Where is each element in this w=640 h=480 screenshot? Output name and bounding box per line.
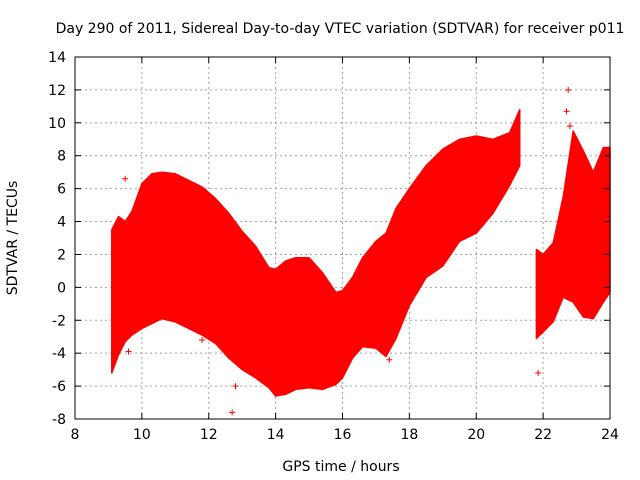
chart-title: Day 290 of 2011, Sidereal Day-to-day VTE… — [56, 21, 625, 37]
y-tick-label: 0 — [57, 280, 66, 296]
y-tick-label: -4 — [52, 346, 66, 362]
x-tick-label: 14 — [267, 427, 285, 443]
y-tick-label: 2 — [57, 247, 66, 263]
y-tick-label: 10 — [48, 116, 66, 132]
y-tick-label: -8 — [52, 412, 66, 428]
y-tick-label: -6 — [52, 379, 66, 395]
data-point — [229, 409, 236, 416]
x-tick-label: 22 — [534, 427, 552, 443]
data-point — [535, 369, 542, 376]
y-axis-label: SDTVAR / TECUs — [5, 181, 21, 296]
data-point — [232, 383, 239, 390]
x-tick-label: 8 — [71, 427, 80, 443]
data-point — [122, 175, 129, 182]
x-tick-label: 10 — [133, 427, 151, 443]
y-tick-label: -2 — [52, 313, 66, 329]
y-tick-label: 12 — [48, 83, 66, 99]
data-point — [565, 86, 572, 93]
y-tick-label: 4 — [57, 215, 66, 231]
x-tick-label: 20 — [467, 427, 485, 443]
y-tick-label: 6 — [57, 182, 66, 198]
data-point — [386, 356, 393, 363]
x-axis-label: GPS time / hours — [282, 459, 399, 475]
data-band-1 — [111, 108, 521, 397]
data-point — [563, 108, 570, 115]
data-point — [199, 337, 206, 344]
data-series — [111, 86, 611, 416]
y-tick-label: 8 — [57, 149, 66, 165]
data-point — [125, 348, 132, 355]
y-tick-label: 14 — [48, 50, 66, 66]
x-ticks: 8 10 12 14 16 18 20 22 24 — [71, 57, 619, 443]
data-point — [566, 123, 573, 130]
x-tick-label: 16 — [334, 427, 352, 443]
y-ticks: -8 -6 -4 -2 0 2 4 6 8 10 12 14 — [48, 50, 610, 428]
x-tick-label: 18 — [400, 427, 418, 443]
x-tick-label: 12 — [200, 427, 218, 443]
x-tick-label: 24 — [601, 427, 619, 443]
